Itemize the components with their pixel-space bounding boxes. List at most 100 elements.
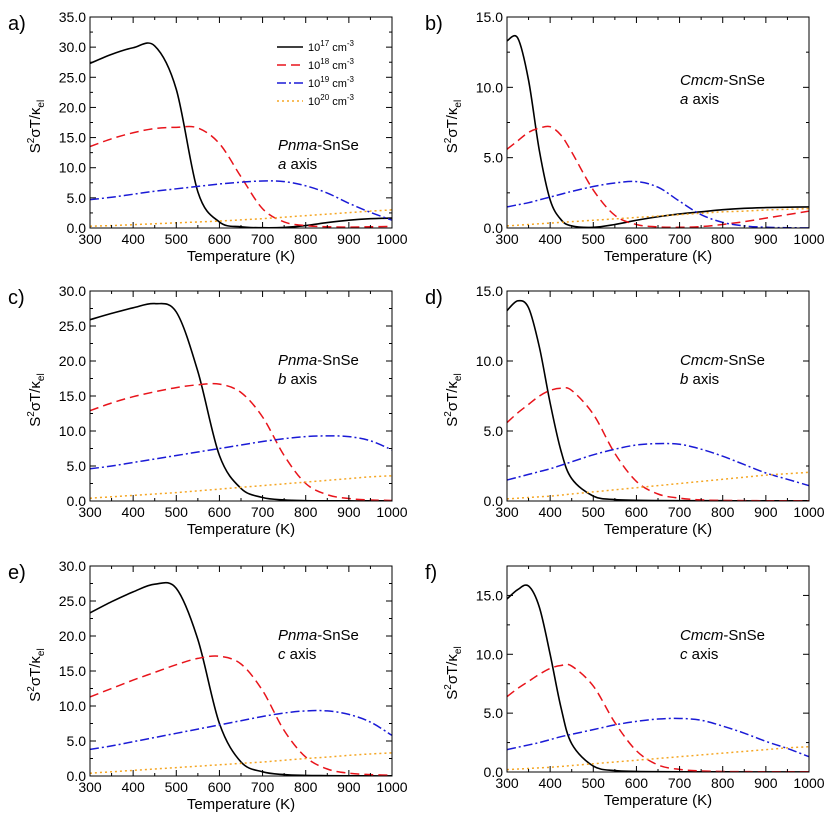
panel-label: b)	[425, 13, 443, 35]
x-tick-label: 700	[668, 231, 692, 247]
y-axis-label-part: 2	[443, 411, 454, 417]
phase-annotation: Pnma-SnSe	[278, 352, 359, 369]
plot-frame	[506, 290, 810, 502]
y-tick-label: 5.0	[67, 733, 87, 749]
legend-unit-exp: -3	[347, 57, 355, 66]
y-tick-label: 10.0	[476, 353, 503, 369]
y-tick-label: 25.0	[59, 69, 86, 85]
legend-base: 10	[308, 42, 320, 54]
x-tick-label: 700	[668, 775, 692, 791]
legend-unit-exp: -3	[347, 75, 355, 84]
x-tick-label: 900	[337, 504, 361, 520]
series-line-1e17	[507, 34, 809, 228]
y-axis-label-part: el	[453, 646, 464, 654]
x-tick-label: 500	[165, 231, 189, 247]
phase-name: Cmcm	[680, 72, 723, 89]
phase-annotation: Cmcm-SnSe	[680, 352, 765, 369]
series-line-1e18	[507, 663, 809, 772]
x-tick-label: 600	[625, 504, 649, 520]
y-axis-label-part: S	[27, 692, 44, 702]
x-axis-label: Temperature (K)	[604, 792, 712, 809]
y-tick-label: 10.0	[59, 423, 86, 439]
legend-exp: 19	[320, 75, 329, 84]
axis-letter: c	[278, 646, 286, 663]
phase-suffix: -SnSe	[723, 627, 765, 644]
x-tick-label: 300	[78, 231, 102, 247]
phase-annotation: Pnma-SnSe	[278, 137, 359, 154]
x-tick-label: 500	[582, 231, 606, 247]
x-tick-label: 800	[294, 504, 318, 520]
x-tick-label: 800	[711, 231, 735, 247]
chart-panel-5: 0.0 5.0 10.0 15.0 20.0 25.0 30.0 300 400 500 600 70…	[8, 558, 408, 813]
x-tick-label: 700	[668, 504, 692, 520]
series-line-1e19	[90, 180, 392, 221]
axis-word: axis	[688, 371, 719, 388]
x-tick-label: 500	[165, 504, 189, 520]
axis-annotation: b axis	[680, 371, 719, 388]
chart-panel-1: 0.0 5.0 10.0 15.0 20.0 25.0 30.0 35.0 300 400 500 6…	[8, 9, 408, 265]
legend-entry: 1018 cm-3	[308, 57, 355, 72]
y-axis-label-part: σT/κ	[444, 654, 461, 685]
y-tick-label: 15.0	[59, 663, 86, 679]
series-line-1e20	[507, 471, 809, 500]
x-tick-label: 400	[538, 504, 562, 520]
series-line-1e19	[507, 180, 809, 228]
x-tick-label: 500	[165, 779, 189, 795]
series-line-1e18	[90, 382, 392, 501]
y-axis-label-part: σT/κ	[444, 381, 461, 412]
phase-annotation: Cmcm-SnSe	[680, 627, 765, 644]
axis-word: axis	[688, 91, 719, 108]
x-tick-label: 800	[711, 775, 735, 791]
y-axis-label-part: σT/κ	[27, 656, 44, 687]
x-tick-label: 300	[495, 504, 519, 520]
x-tick-label: 400	[121, 779, 145, 795]
axis-annotation: c axis	[278, 646, 316, 663]
axis-letter: a	[680, 91, 688, 108]
x-tick-label: 900	[754, 504, 778, 520]
y-axis-label-part: 2	[443, 684, 454, 690]
x-tick-label: 1000	[376, 504, 407, 520]
y-tick-label: 10.0	[476, 646, 503, 662]
series-line-1e20	[90, 475, 392, 499]
y-axis-label: S2σT/κel	[443, 373, 464, 426]
x-tick-label: 900	[754, 231, 778, 247]
x-tick-label: 300	[78, 779, 102, 795]
y-axis-label-part: S	[444, 417, 461, 427]
y-tick-label: 0.0	[484, 493, 504, 509]
y-tick-label: 20.0	[59, 99, 86, 115]
y-axis-label-part: 2	[26, 686, 37, 692]
legend-entry: 1019 cm-3	[308, 75, 355, 90]
axis-letter: b	[680, 371, 688, 388]
y-tick-label: 5.0	[484, 423, 504, 439]
y-axis-label: S2σT/κel	[443, 646, 464, 699]
plot-frame	[89, 565, 393, 777]
x-tick-label: 700	[251, 504, 275, 520]
legend-exp: 17	[320, 39, 329, 48]
x-tick-label: 900	[754, 775, 778, 791]
series-line-1e20	[90, 209, 392, 227]
x-tick-label: 400	[121, 231, 145, 247]
x-tick-label: 1000	[793, 775, 824, 791]
y-tick-label: 0.0	[67, 493, 87, 509]
y-tick-label: 0.0	[67, 220, 87, 236]
legend-unit-exp: -3	[347, 39, 355, 48]
x-tick-label: 800	[294, 231, 318, 247]
x-tick-label: 700	[251, 779, 275, 795]
legend-base: 10	[308, 96, 320, 108]
series-line-1e18	[507, 125, 809, 228]
y-tick-label: 20.0	[59, 353, 86, 369]
legend-entry: 1020 cm-3	[308, 93, 355, 108]
x-tick-label: 400	[538, 775, 562, 791]
y-tick-label: 10.0	[59, 698, 86, 714]
series-line-1e20	[507, 207, 809, 227]
panel-label: f)	[425, 562, 437, 584]
series-line-1e17	[90, 302, 392, 501]
x-axis-label: Temperature (K)	[604, 248, 712, 265]
x-tick-label: 600	[625, 775, 649, 791]
y-axis-label-part: S	[27, 143, 44, 153]
phase-annotation: Cmcm-SnSe	[680, 72, 765, 89]
axis-annotation: a axis	[680, 91, 719, 108]
y-axis-label-part: 2	[26, 137, 37, 143]
axis-annotation: b axis	[278, 371, 317, 388]
y-axis-label-part: 2	[26, 411, 37, 417]
